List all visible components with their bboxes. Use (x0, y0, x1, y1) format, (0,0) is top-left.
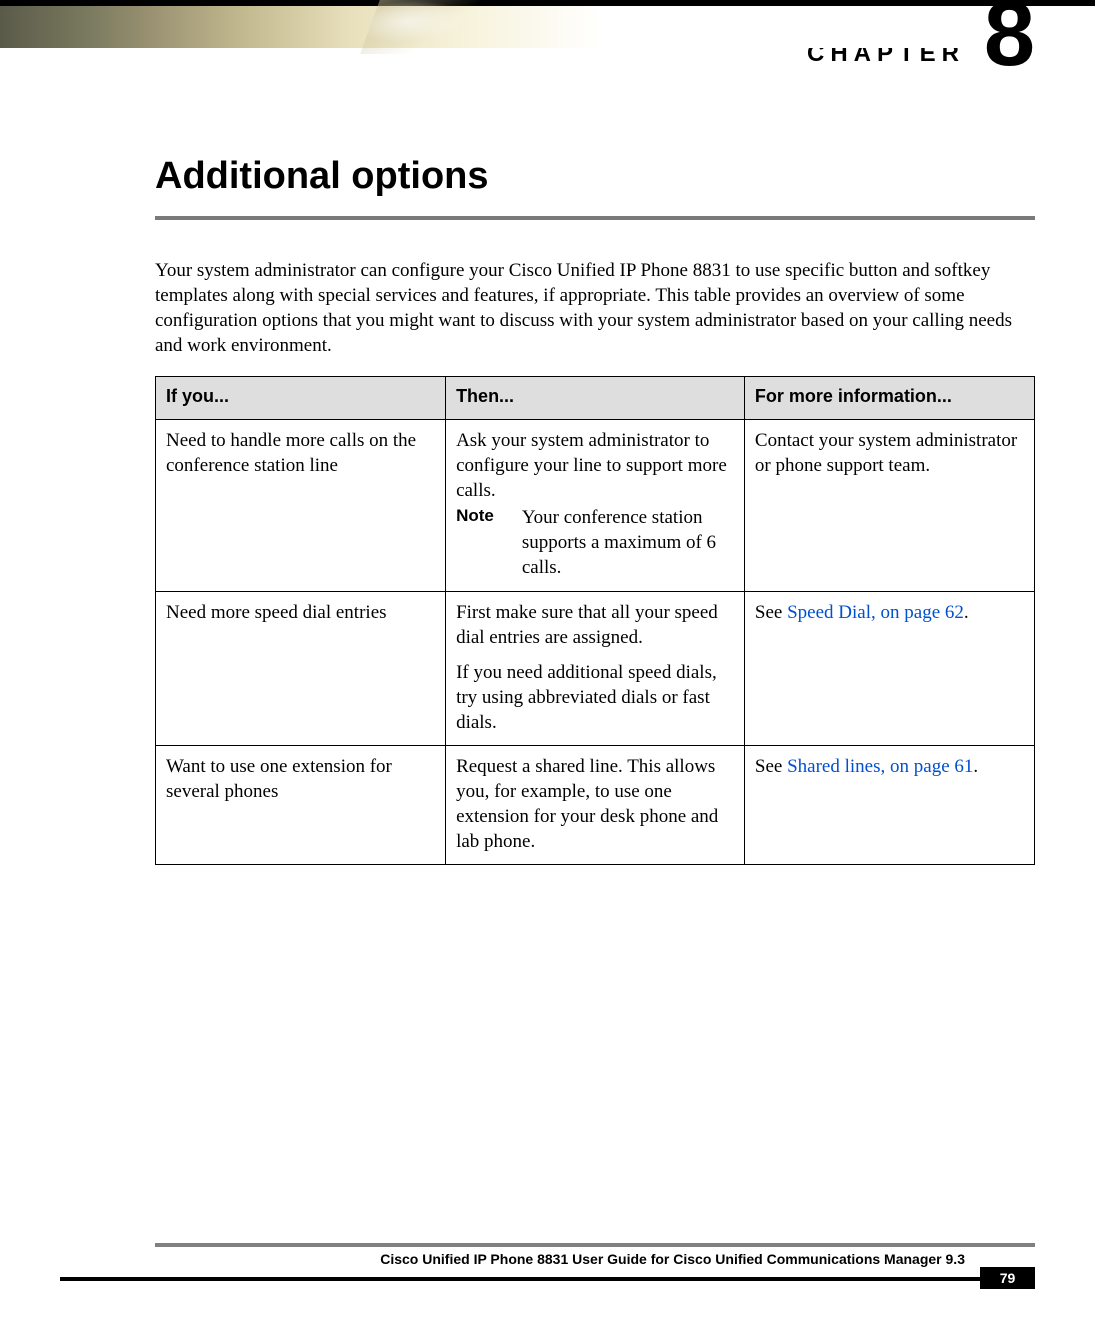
table-row: Need to handle more calls on the confere… (156, 420, 1035, 591)
note-block: Note Your conference station supports a … (456, 505, 734, 580)
cell-more: Contact your system administrator or pho… (744, 420, 1034, 591)
more-post: . (973, 756, 978, 777)
page-content: Additional options Your system administr… (155, 155, 1035, 865)
cell-if: Need more speed dial entries (156, 591, 446, 745)
cell-if: Need to handle more calls on the confere… (156, 420, 446, 591)
table-header-row: If you... Then... For more information..… (156, 377, 1035, 420)
then-paragraph: If you need additional speed dials, try … (456, 660, 734, 735)
note-text: Your conference station supports a maxim… (522, 505, 734, 580)
cell-more: See Speed Dial, on page 62. (744, 591, 1034, 745)
col-header-if: If you... (156, 377, 446, 420)
footer-top-rule (155, 1243, 1035, 1247)
col-header-more: For more information... (744, 377, 1034, 420)
options-table: If you... Then... For more information..… (155, 376, 1035, 865)
cell-then: First make sure that all your speed dial… (446, 591, 745, 745)
cell-if: Want to use one extension for several ph… (156, 745, 446, 864)
shared-lines-link[interactable]: Shared lines, on page 61 (787, 756, 973, 777)
note-label: Note (456, 505, 494, 580)
page-title: Additional options (155, 155, 1035, 198)
chapter-number: 8 (984, 0, 1035, 72)
more-pre: See (755, 602, 787, 623)
then-paragraph: First make sure that all your speed dial… (456, 600, 734, 650)
header-gradient-band (0, 6, 1095, 48)
footer-black-rule (60, 1277, 980, 1281)
footer-bottom-bar: 79 (60, 1271, 1035, 1289)
more-pre: See (755, 756, 787, 777)
more-post: . (964, 602, 969, 623)
title-underline (155, 216, 1035, 220)
cell-then: Request a shared line. This allows you, … (446, 745, 745, 864)
footer-doc-title: Cisco Unified IP Phone 8831 User Guide f… (380, 1251, 965, 1267)
chapter-header: CHAPTER 8 (0, 0, 1095, 78)
table-row: Want to use one extension for several ph… (156, 745, 1035, 864)
then-text: Ask your system administrator to configu… (456, 430, 727, 501)
table-row: Need more speed dial entries First make … (156, 591, 1035, 745)
page-number: 79 (980, 1267, 1035, 1289)
speed-dial-link[interactable]: Speed Dial, on page 62 (787, 602, 964, 623)
header-bottom-row: CHAPTER (0, 48, 1095, 78)
col-header-then: Then... (446, 377, 745, 420)
intro-paragraph: Your system administrator can configure … (155, 258, 1035, 358)
cell-then: Ask your system administrator to configu… (446, 420, 745, 591)
cell-more: See Shared lines, on page 61. (744, 745, 1034, 864)
